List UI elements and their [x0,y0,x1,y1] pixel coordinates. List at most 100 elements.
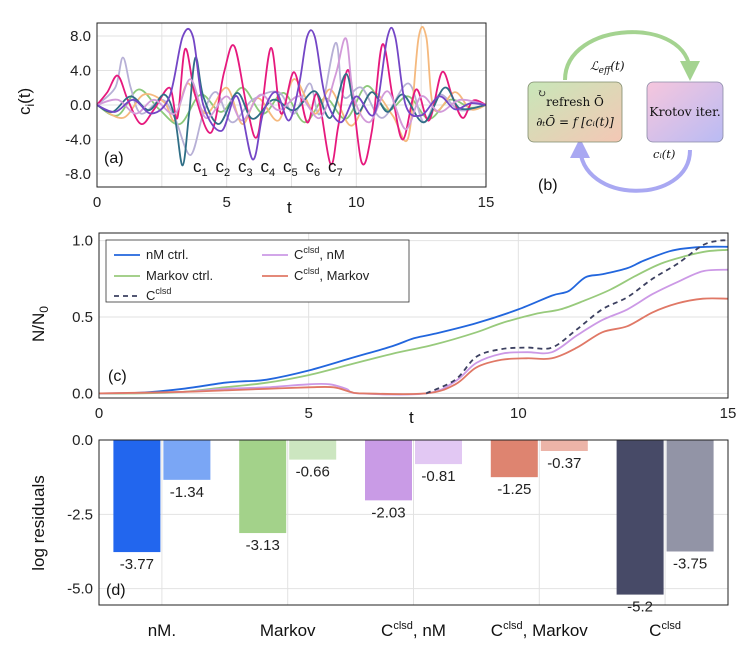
legend-entry-label: nM ctrl. [146,247,189,262]
series-c2-line [96,41,487,157]
bar-value-label: -0.37 [547,455,581,472]
legend-entry-sup: clsd [155,286,171,296]
panel-a-ytick-label: -4.0 [65,132,91,149]
bar-group-0-bar-0 [113,440,161,553]
category-main: Markov [260,621,316,640]
panel-c-frame [98,232,729,399]
category-sup: clsd [393,620,413,632]
legend-sub: 6 [314,167,320,179]
legend-entry: Cclsd [146,286,171,303]
panel-c-legend: nM ctrl. Markov ctrl. Cclsd Cclsd, nM Cclsd,… [105,239,410,303]
panel-a-xtick-label: 10 [348,194,365,211]
bar-value-label: -2.03 [371,504,405,521]
panel-c-chart: 0 5 10 15 0.0 0.5 1.0 N/N0 t (c) nM ctrl. Marko… [29,232,736,427]
legend-sub: 4 [269,167,275,179]
bar-group-4-bar-1 [666,440,714,552]
panel-d-ticks: 0.0 -2.5 -5.0 [67,432,93,598]
panel-a-legend: c1 c2 c3 c4 c5 c6 c7 [193,157,343,179]
bar-group-1-bar-1 [289,440,337,460]
legend-sub: 7 [337,167,343,179]
legend-c5: c5 [283,157,298,179]
series-cclsd-nm-line [98,268,729,396]
panel-d-frame [98,439,729,606]
panel-c-ticks: 0 5 10 15 0.0 0.5 1.0 [72,233,736,422]
refresh-icon: ↻ [537,87,546,100]
category-tail: , nM [413,621,446,640]
panel-a-ytick-label: 4.0 [70,62,91,79]
category-label: Cclsd, Markov [491,620,589,640]
bar-group-4-bar-0 [616,440,664,595]
control-field-label: cᵢ(t) [653,147,675,161]
legend-entry-tail: , Markov [319,268,369,283]
category-main: C [491,621,503,640]
legend-main: c [238,157,247,176]
legend-c1: c1 [193,157,208,179]
series-c6-line [96,37,487,131]
panel-a-ylabel: ci(t) [15,88,37,115]
refresh-box [527,81,623,143]
panel-a-chart: 0 5 10 158.04.00.0-4.0-8.0 ci(t) t (a) c1 c2… [15,22,494,217]
category-main: C [381,621,393,640]
legend-c7: c7 [328,157,343,179]
category-label: Markov [260,621,316,640]
bar-value-label: -1.34 [170,484,204,501]
effective-liouvillian-arrow [563,30,700,81]
legend-entry-sup: clsd [303,266,319,276]
panel-a-xtick-label: 0 [93,194,101,211]
bar-value-label: -5.2 [627,599,653,616]
legend-sub: 3 [247,167,253,179]
legend-main: c [306,157,315,176]
legend-entry-tail: , nM [319,247,344,262]
legend-entry-label: Markov ctrl. [146,268,213,283]
panel-a-ytick-label: -8.0 [65,166,91,183]
legend-main: c [328,157,337,176]
legend-c3: c3 [238,157,253,179]
panel-a-label: (a) [104,150,124,167]
panel-d-bars: -3.77 -1.34 -3.13 -0.66 -2.03 -0.81 -1.25 -0.37… [113,440,714,616]
panel-c-ytick-label: 0.0 [72,385,93,402]
bar-group-1-bar-0 [239,440,287,534]
panel-a-xtick-label: 15 [478,194,495,211]
panel-b-diagram: ↻ refresh Ō ∂ₜŌ = f [cᵢ(t)] Krotov iter.… [527,30,724,194]
category-main: C [649,621,661,640]
legend-sub: 2 [224,167,230,179]
legend-c4: c4 [261,157,276,179]
panel-a-xlabel: t [287,198,292,217]
bar-value-label: -3.75 [673,555,707,572]
panel-a-ticks: 0 5 10 158.04.00.0-4.0-8.0 [65,28,494,211]
panel-c-xtick-label: 10 [510,405,527,422]
legend-entry: Markov ctrl. [146,268,213,283]
legend-entry: nM ctrl. [146,247,189,262]
panel-d-ytick-label: -2.5 [67,506,93,523]
series-markov-ctrl--line [98,248,729,395]
panel-d-chart: -3.77 -1.34 -3.13 -0.66 -2.03 -0.81 -1.25 -0.37… [29,432,729,640]
panel-c-xtick-label: 15 [720,405,737,422]
panel-c-ylabel: N/N0 [29,306,51,342]
series-nm-ctrl--line [98,245,729,395]
control-field-arrow [570,138,692,193]
category-label: Cclsd, nM [381,620,446,640]
refresh-box-line1: refresh Ō [546,94,604,109]
bar-value-label: -3.13 [246,537,280,554]
series-c5-line [96,56,487,167]
category-main: nM. [148,621,176,640]
legend-sub: 1 [202,167,208,179]
series-cclsd-line [425,239,729,395]
krotov-box [646,81,724,143]
bar-group-3-bar-1 [540,440,588,451]
panel-a-ytick-label: 8.0 [70,28,91,45]
category-sup: clsd [503,620,523,632]
legend-main: c [283,157,292,176]
legend-c2: c2 [216,157,231,179]
panel-d-ytick-label: 0.0 [72,432,93,449]
legend-entry: Cclsd, nM [294,245,345,262]
panel-d-category-labels: nM. Markov Cclsd, nM Cclsd, Markov Cclsd [148,620,681,640]
panel-d-ytick-label: -5.0 [67,581,93,598]
legend-main: c [261,157,270,176]
bar-group-2-bar-1 [415,440,462,465]
legend-entry: Cclsd, Markov [294,266,370,283]
krotov-box-label: Krotov iter. [649,104,720,119]
panel-c-ytick-label: 1.0 [72,233,93,250]
panel-a-lines [96,26,487,167]
